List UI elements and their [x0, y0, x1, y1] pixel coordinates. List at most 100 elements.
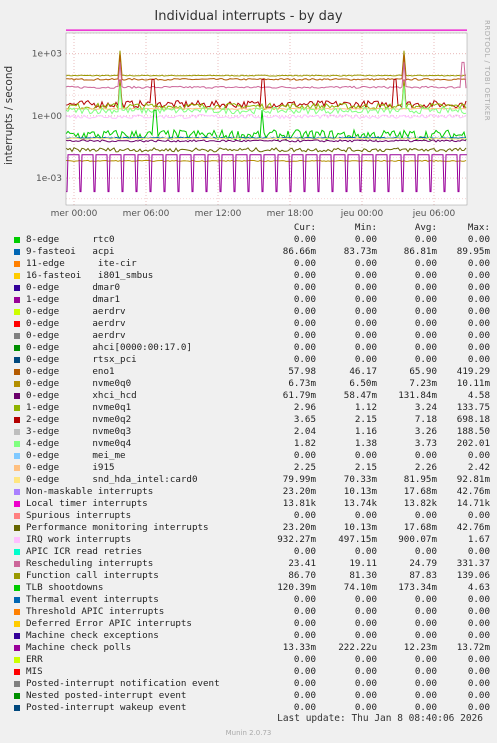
- legend-swatch: [14, 369, 20, 375]
- legend-swatch: [14, 441, 20, 447]
- legend-swatch: [14, 657, 20, 663]
- legend-row: Posted-interrupt notification event 0.00 0…: [0, 678, 497, 690]
- legend-cur: 0.00: [293, 546, 316, 557]
- series-perf-mon: [65, 146, 467, 153]
- legend-max: 0.00: [467, 510, 490, 521]
- legend-row: 0-edge mei_me 0.00 0.00 0.00 0.00: [0, 450, 497, 462]
- legend-avg: 87.83: [409, 570, 437, 581]
- legend-avg: 0.00: [414, 702, 437, 713]
- legend-min: 10.13m: [343, 522, 377, 533]
- legend-min: 0.00: [354, 666, 377, 677]
- legend-min: 0.00: [354, 702, 377, 713]
- legend-max: 698.18: [456, 414, 490, 425]
- legend-swatch: [14, 381, 20, 387]
- legend-swatch: [14, 561, 20, 567]
- legend-row: Threshold APIC interrupts 0.00 0.00 0.00 0.0…: [0, 606, 497, 618]
- legend-cur: 13.33m: [282, 642, 316, 653]
- legend-cur: 0.00: [293, 354, 316, 365]
- legend-label: 0-edge rtsx_pci: [26, 354, 137, 365]
- legend-max: 419.29: [456, 366, 490, 377]
- legend-label: 1-edge nvme0q1: [26, 402, 132, 413]
- legend-swatch: [14, 429, 20, 435]
- legend-row: 1-edge nvme0q1 2.96 1.12 3.24 133.75: [0, 402, 497, 414]
- legend-row: Local timer interrupts 13.81k 13.74k 13.82k…: [0, 498, 497, 510]
- legend-swatch: [14, 597, 20, 603]
- legend-label: 1-edge dmar1: [26, 294, 121, 305]
- legend-row: 0-edge aerdrv 0.00 0.00 0.00 0.00: [0, 318, 497, 330]
- legend-swatch: [14, 393, 20, 399]
- legend-label: 16-fasteoi i801_smbus: [26, 270, 154, 281]
- legend-min: 58.47m: [343, 390, 377, 401]
- legend-row: Machine check polls 13.33m 222.22u 12.23m 13…: [0, 642, 497, 654]
- legend-avg: 173.34m: [398, 582, 437, 593]
- legend-row: Non-maskable interrupts 23.20m 10.13m 17.68…: [0, 486, 497, 498]
- legend-cur: 0.00: [293, 234, 316, 245]
- legend-label: Rescheduling interrupts: [26, 558, 154, 569]
- legend-cur: 0.00: [293, 606, 316, 617]
- legend-row: Machine check exceptions 0.00 0.00 0.00 0.00: [0, 630, 497, 642]
- legend-min: 1.38: [354, 438, 377, 449]
- legend-swatch: [14, 705, 20, 711]
- plot-frame: [65, 32, 468, 206]
- legend-row: Posted-interrupt wakeup event 0.00 0.00 0.0…: [0, 702, 497, 714]
- legend-row: Spurious interrupts 0.00 0.00 0.00 0.00: [0, 510, 497, 522]
- legend-swatch: [14, 621, 20, 627]
- legend-max: 42.76m: [456, 486, 490, 497]
- legend-avg: 0.00: [414, 282, 437, 293]
- legend-min: 10.13m: [343, 486, 377, 497]
- legend-min: 13.74k: [343, 498, 377, 509]
- series-snd-hda: [65, 137, 466, 140]
- legend-max: 0.00: [467, 678, 490, 689]
- legend-max: 0.00: [467, 702, 490, 713]
- legend-label: 0-edge eno1: [26, 366, 115, 377]
- legend-min: 1.16: [354, 426, 377, 437]
- legend-swatch: [14, 693, 20, 699]
- chart-title: Individual interrupts - by day: [154, 9, 343, 24]
- plot-area: mer 00:00 mer 06:00 mer 12:00 mer 18:00 jeu …: [32, 29, 468, 219]
- legend-avg: 0.00: [414, 450, 437, 461]
- legend-max: 0.00: [467, 618, 490, 629]
- legend-swatch: [14, 357, 20, 363]
- legend-avg: 0.00: [414, 678, 437, 689]
- legend-min: 0.00: [354, 618, 377, 629]
- rrdtool-credit: RRDTOOL / TOBI OETIKER: [483, 20, 491, 122]
- legend-avg: 0.00: [414, 330, 437, 341]
- legend-max: 4.63: [467, 582, 490, 593]
- legend-label: Posted-interrupt wakeup event: [26, 702, 187, 713]
- legend-row: Deferred Error APIC interrupts 0.00 0.00 0.…: [0, 618, 497, 630]
- legend-min: 0.00: [354, 282, 377, 293]
- legend-label: 0-edge ahci[0000:00:17.0]: [26, 342, 192, 353]
- legend-max: 0.00: [467, 354, 490, 365]
- legend-label: Deferred Error APIC interrupts: [26, 618, 192, 629]
- legend-cur: 0.00: [293, 294, 316, 305]
- legend-avg: 0.00: [414, 258, 437, 269]
- legend-cur: 23.20m: [282, 486, 316, 497]
- legend-min: 0.00: [354, 330, 377, 341]
- legend-cur: 0.00: [293, 330, 316, 341]
- legend-cur: 0.00: [293, 450, 316, 461]
- series-xhci: [65, 139, 467, 143]
- legend-label: 2-edge nvme0q2: [26, 414, 132, 425]
- legend-max: 0.00: [467, 666, 490, 677]
- legend-max: 10.11m: [456, 378, 490, 389]
- legend-max: 0.00: [467, 594, 490, 605]
- legend-min: 0.00: [354, 318, 377, 329]
- legend-swatch: [14, 237, 20, 243]
- legend-label: Threshold APIC interrupts: [26, 606, 165, 617]
- legend-avg: 65.90: [409, 366, 437, 377]
- legend-cur: 0.00: [293, 666, 316, 677]
- legend-max: 92.81m: [456, 474, 490, 485]
- legend-label: ERR: [26, 654, 43, 665]
- legend-label: MIS: [26, 666, 43, 677]
- legend-min: 0.00: [354, 606, 377, 617]
- legend-label: 0-edge nvme0q0: [26, 378, 132, 389]
- plot-background: [66, 33, 467, 205]
- y-tick-label: 1e+03: [32, 50, 62, 60]
- legend-label: 0-edge xhci_hcd: [26, 390, 137, 401]
- legend-row: 16-fasteoi i801_smbus 0.00 0.00 0.00 0.00: [0, 270, 497, 282]
- series-machine-check: [66, 154, 467, 193]
- legend-min: 1.12: [354, 402, 377, 413]
- legend-min: 0.00: [354, 306, 377, 317]
- legend-cur: 61.79m: [282, 390, 316, 401]
- legend-swatch: [14, 573, 20, 579]
